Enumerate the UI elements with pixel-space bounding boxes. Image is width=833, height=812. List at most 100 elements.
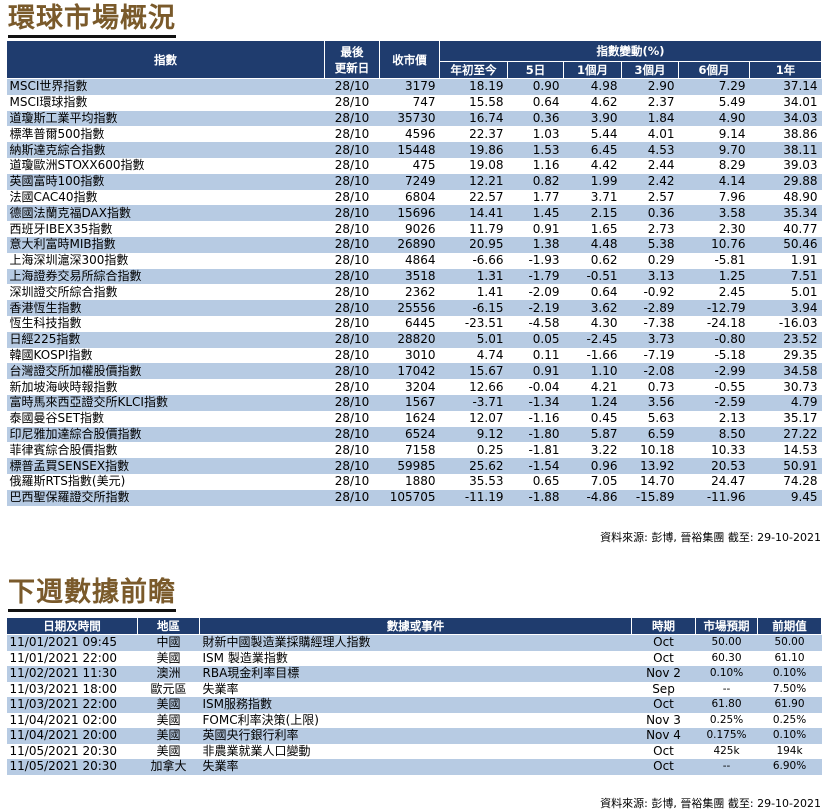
market-cell-m3: 1.84	[621, 110, 679, 127]
market-cell-date: 28/10	[324, 78, 380, 95]
event-cell-datetime: 11/03/2021 18:00	[6, 681, 138, 697]
market-cell-ytd: -23.51	[439, 315, 508, 332]
market-cell-date: 28/10	[324, 442, 380, 459]
market-cell-ytd: 1.31	[439, 268, 508, 285]
market-cell-y1: 14.53	[749, 442, 822, 459]
table-row: 11/01/2021 09:45 中國 財新中國製造業採購經理人指數 Oct 50.00…	[6, 634, 822, 651]
market-cell-name: 標準普爾500指數	[6, 126, 325, 143]
market-cell-d5: -0.04	[507, 379, 564, 395]
market-cell-d5: -1.88	[507, 489, 564, 506]
market-cell-m1: 0.62	[563, 252, 622, 269]
market-cell-d5: -2.19	[507, 300, 564, 316]
col-header-5d: 5日	[507, 61, 564, 79]
market-cell-y1: 37.14	[749, 78, 822, 95]
table-row: 香港恆生指數 28/10 25556 -6.15 -2.19 3.62 -2.89 -12.7…	[6, 300, 822, 316]
col-header-region: 地區	[137, 617, 200, 635]
event-cell-period: Oct	[631, 743, 696, 759]
market-cell-y1: 38.86	[749, 126, 822, 143]
market-cell-close: 6524	[379, 426, 440, 443]
market-cell-m6: 10.33	[678, 442, 750, 459]
market-cell-m1: 3.71	[563, 189, 622, 206]
market-cell-d5: -1.93	[507, 252, 564, 269]
market-cell-m3: 5.38	[621, 236, 679, 253]
market-cell-m1: 1.99	[563, 173, 622, 190]
table-row: 上海深圳滬深300指數 28/10 4864 -6.66 -1.93 0.62 0.29 -5…	[6, 252, 822, 269]
col-header-ytd: 年初至今	[439, 61, 508, 79]
market-cell-m1: 4.62	[563, 94, 622, 111]
event-cell-forecast: 60.30	[695, 650, 758, 666]
table-row: 11/02/2021 11:30 澳洲 RBA現金利率目標 Nov 2 0.10% 0.1…	[6, 666, 822, 682]
market-cell-y1: 38.11	[749, 142, 822, 158]
table-row: 泰國曼谷SET指數 28/10 1624 12.07 -1.16 0.45 5.63 2.13…	[6, 410, 822, 427]
col-header-3m: 3個月	[621, 61, 679, 79]
event-cell-previous: 0.10%	[757, 728, 822, 744]
market-cell-name: 印尼雅加達綜合股價指數	[6, 426, 325, 443]
next-week-title-text: 下週數據前瞻	[8, 577, 176, 608]
event-cell-forecast: --	[695, 681, 758, 697]
market-cell-y1: 23.52	[749, 331, 822, 348]
event-cell-previous: 7.50%	[757, 681, 822, 697]
market-cell-ytd: 19.86	[439, 142, 508, 158]
market-cell-name: 納斯達克綜合指數	[6, 142, 325, 158]
market-cell-name: 新加坡海峽時報指數	[6, 379, 325, 395]
market-cell-name: 菲律賓綜合股價指數	[6, 442, 325, 459]
event-cell-event: 失業率	[199, 681, 632, 697]
event-cell-period: Oct	[631, 697, 696, 713]
market-cell-y1: 7.51	[749, 268, 822, 285]
market-cell-d5: 0.91	[507, 221, 564, 237]
market-cell-ytd: -6.15	[439, 300, 508, 316]
market-cell-m6: 7.96	[678, 189, 750, 206]
market-cell-d5: 1.77	[507, 189, 564, 206]
table-row: 法國CAC40指數 28/10 6804 22.57 1.77 3.71 2.57 7.96 4…	[6, 189, 822, 206]
event-cell-datetime: 11/04/2021 20:00	[6, 728, 138, 744]
market-cell-m3: -2.89	[621, 300, 679, 316]
market-cell-m6: -2.59	[678, 394, 750, 411]
next-week-events-table: 日期及時間 地區 數據或事件 時期 市場預期 前期值 11/01/2021 09…	[6, 617, 822, 775]
market-cell-name: 道瓊斯工業平均指數	[6, 110, 325, 127]
market-cell-close: 26890	[379, 236, 440, 253]
event-cell-period: Nov 4	[631, 728, 696, 744]
market-cell-d5: 0.05	[507, 331, 564, 348]
table-row: 巴西聖保羅證交所指數 28/10 105705 -11.19 -1.88 -4.86 -15…	[6, 489, 822, 506]
table-row: 標準普爾500指數 28/10 4596 22.37 1.03 5.44 4.01 9.14 3…	[6, 126, 822, 143]
market-cell-m6: 4.90	[678, 110, 750, 127]
market-cell-d5: 1.38	[507, 236, 564, 253]
table-row: 德國法蘭克福DAX指數 28/10 15696 14.41 1.45 2.15 0.36 3.…	[6, 205, 822, 222]
col-header-change-group: 指數變動(%)	[438, 40, 823, 62]
market-cell-date: 28/10	[324, 221, 380, 237]
market-cell-date: 28/10	[324, 315, 380, 332]
event-cell-forecast: 0.175%	[695, 728, 758, 744]
market-cell-m6: 2.13	[678, 410, 750, 427]
event-cell-previous: 50.00	[757, 634, 822, 651]
event-cell-region: 中國	[137, 634, 200, 651]
market-overview-title-text: 環球市場概況	[8, 3, 176, 34]
market-cell-m6: 7.29	[678, 78, 750, 95]
event-cell-event: ISM服務指數	[199, 697, 632, 713]
market-cell-m3: 14.70	[621, 473, 679, 490]
market-cell-m1: -4.86	[563, 489, 622, 506]
market-cell-close: 1567	[379, 394, 440, 411]
table-row: 韓國KOSPI指數 28/10 3010 4.74 0.11 -1.66 -7.19 -5.1…	[6, 347, 822, 364]
event-cell-datetime: 11/01/2021 22:00	[6, 650, 138, 666]
market-cell-name: 英國富時100指數	[6, 173, 325, 190]
market-cell-y1: 40.77	[749, 221, 822, 237]
table-row: 西班牙IBEX35指數 28/10 9026 11.79 0.91 1.65 2.73 2.3…	[6, 221, 822, 237]
market-cell-m3: 3.13	[621, 268, 679, 285]
market-cell-close: 475	[379, 157, 440, 174]
table-row: 上海證券交易所綜合指數 28/10 3518 1.31 -1.79 -0.51 3.13 1.…	[6, 268, 822, 285]
market-cell-close: 3204	[379, 379, 440, 395]
market-cell-d5: -2.09	[507, 284, 564, 301]
market-cell-name: 上海證券交易所綜合指數	[6, 268, 325, 285]
event-cell-forecast: --	[695, 759, 758, 775]
market-cell-ytd: 22.37	[439, 126, 508, 143]
market-cell-date: 28/10	[324, 473, 380, 490]
market-cell-m1: 1.65	[563, 221, 622, 237]
table-row: 新加坡海峽時報指數 28/10 3204 12.66 -0.04 4.21 0.73 -0.5…	[6, 379, 822, 395]
market-cell-m3: 4.01	[621, 126, 679, 143]
market-cell-ytd: 18.19	[439, 78, 508, 95]
market-cell-d5: -4.58	[507, 315, 564, 332]
market-cell-ytd: -6.66	[439, 252, 508, 269]
title-underline	[8, 609, 176, 612]
event-cell-previous: 0.25%	[757, 712, 822, 728]
market-cell-d5: 1.16	[507, 157, 564, 174]
